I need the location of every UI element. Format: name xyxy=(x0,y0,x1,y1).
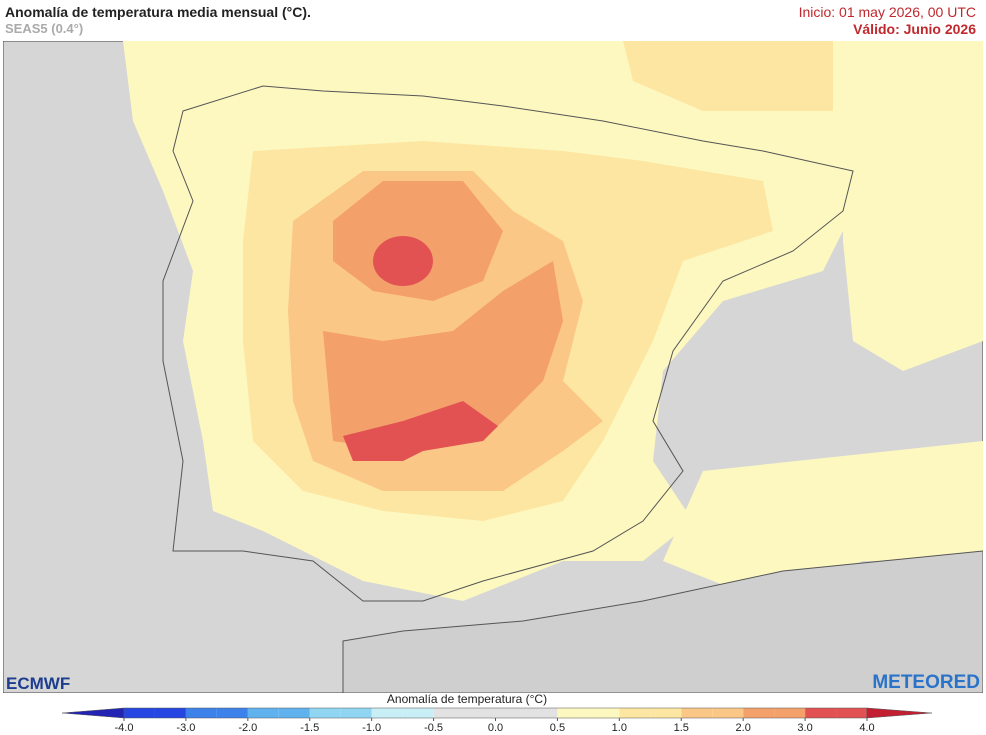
colorbar-segment xyxy=(681,708,713,718)
anomaly-4 xyxy=(373,236,433,286)
colorbar-segment xyxy=(588,708,620,718)
colorbar-tick-label: 3.0 xyxy=(797,722,812,734)
colorbar-segment xyxy=(340,708,372,718)
colorbar-tick-label: 1.5 xyxy=(674,722,689,734)
colorbar-segment xyxy=(124,708,155,718)
colorbar-segment xyxy=(774,708,806,718)
colorbar-segment xyxy=(619,708,651,718)
subtitle: SEAS5 (0.4°) xyxy=(5,21,84,36)
anomaly-1-north xyxy=(623,41,833,111)
colorbar-end xyxy=(866,707,933,719)
colorbar-segment xyxy=(402,708,434,718)
colorbar-segment xyxy=(247,708,279,718)
logo-ecmwf: ECMWF xyxy=(6,674,71,693)
colorbar-segment xyxy=(216,708,248,718)
colorbar-segment xyxy=(278,708,310,718)
colorbar-tick-label: -1.0 xyxy=(362,722,381,734)
colorbar-tick-label: -2.0 xyxy=(238,722,257,734)
colorbar-segment xyxy=(495,708,527,718)
colorbar-tick-label: -4.0 xyxy=(115,722,134,734)
colorbar-segment xyxy=(650,708,682,718)
colorbar-segment xyxy=(371,708,403,718)
colorbar-tick-label: -0.5 xyxy=(424,722,443,734)
colorbar-tick-label: -1.5 xyxy=(300,722,319,734)
colorbar-tick-label: 2.0 xyxy=(736,722,751,734)
colorbar: Anomalía de temperatura (°C) -4.0 -3.0 -2.… xyxy=(61,692,933,734)
anomaly-4b xyxy=(343,401,498,461)
logo-meteored: METEORED xyxy=(872,672,980,693)
colorbar-title: Anomalía de temperatura (°C) xyxy=(387,692,547,706)
colorbar-segment xyxy=(185,708,217,718)
colorbar-tick-label: -3.0 xyxy=(176,722,195,734)
colorbar-tick-label: 0.0 xyxy=(488,722,503,734)
colorbar-segment xyxy=(557,708,589,718)
valid-date: Válido: Junio 2026 xyxy=(853,21,976,37)
colorbar-segment xyxy=(526,708,558,718)
colorbar-end xyxy=(61,707,125,719)
map xyxy=(3,41,983,693)
colorbar-segment xyxy=(433,708,465,718)
colorbar-segment xyxy=(464,708,496,718)
init-date: Inicio: 01 may 2026, 00 UTC xyxy=(798,4,976,20)
colorbar-segment xyxy=(154,708,186,718)
coastline xyxy=(162,85,854,602)
colorbar-tick-label: 4.0 xyxy=(859,722,874,734)
colorbar-segment xyxy=(712,708,744,718)
colorbar-segment xyxy=(743,708,775,718)
colorbar-tick-label: 1.0 xyxy=(612,722,627,734)
colorbar-segment xyxy=(309,708,341,718)
colorbar-segment xyxy=(836,708,867,718)
africa xyxy=(342,550,983,693)
title: Anomalía de temperatura media mensual (°… xyxy=(5,4,311,20)
colorbar-segment xyxy=(805,708,837,718)
colorbar-tick-label: 0.5 xyxy=(550,722,565,734)
anomaly-3b xyxy=(323,261,563,451)
pale-anomaly-east xyxy=(843,81,983,371)
